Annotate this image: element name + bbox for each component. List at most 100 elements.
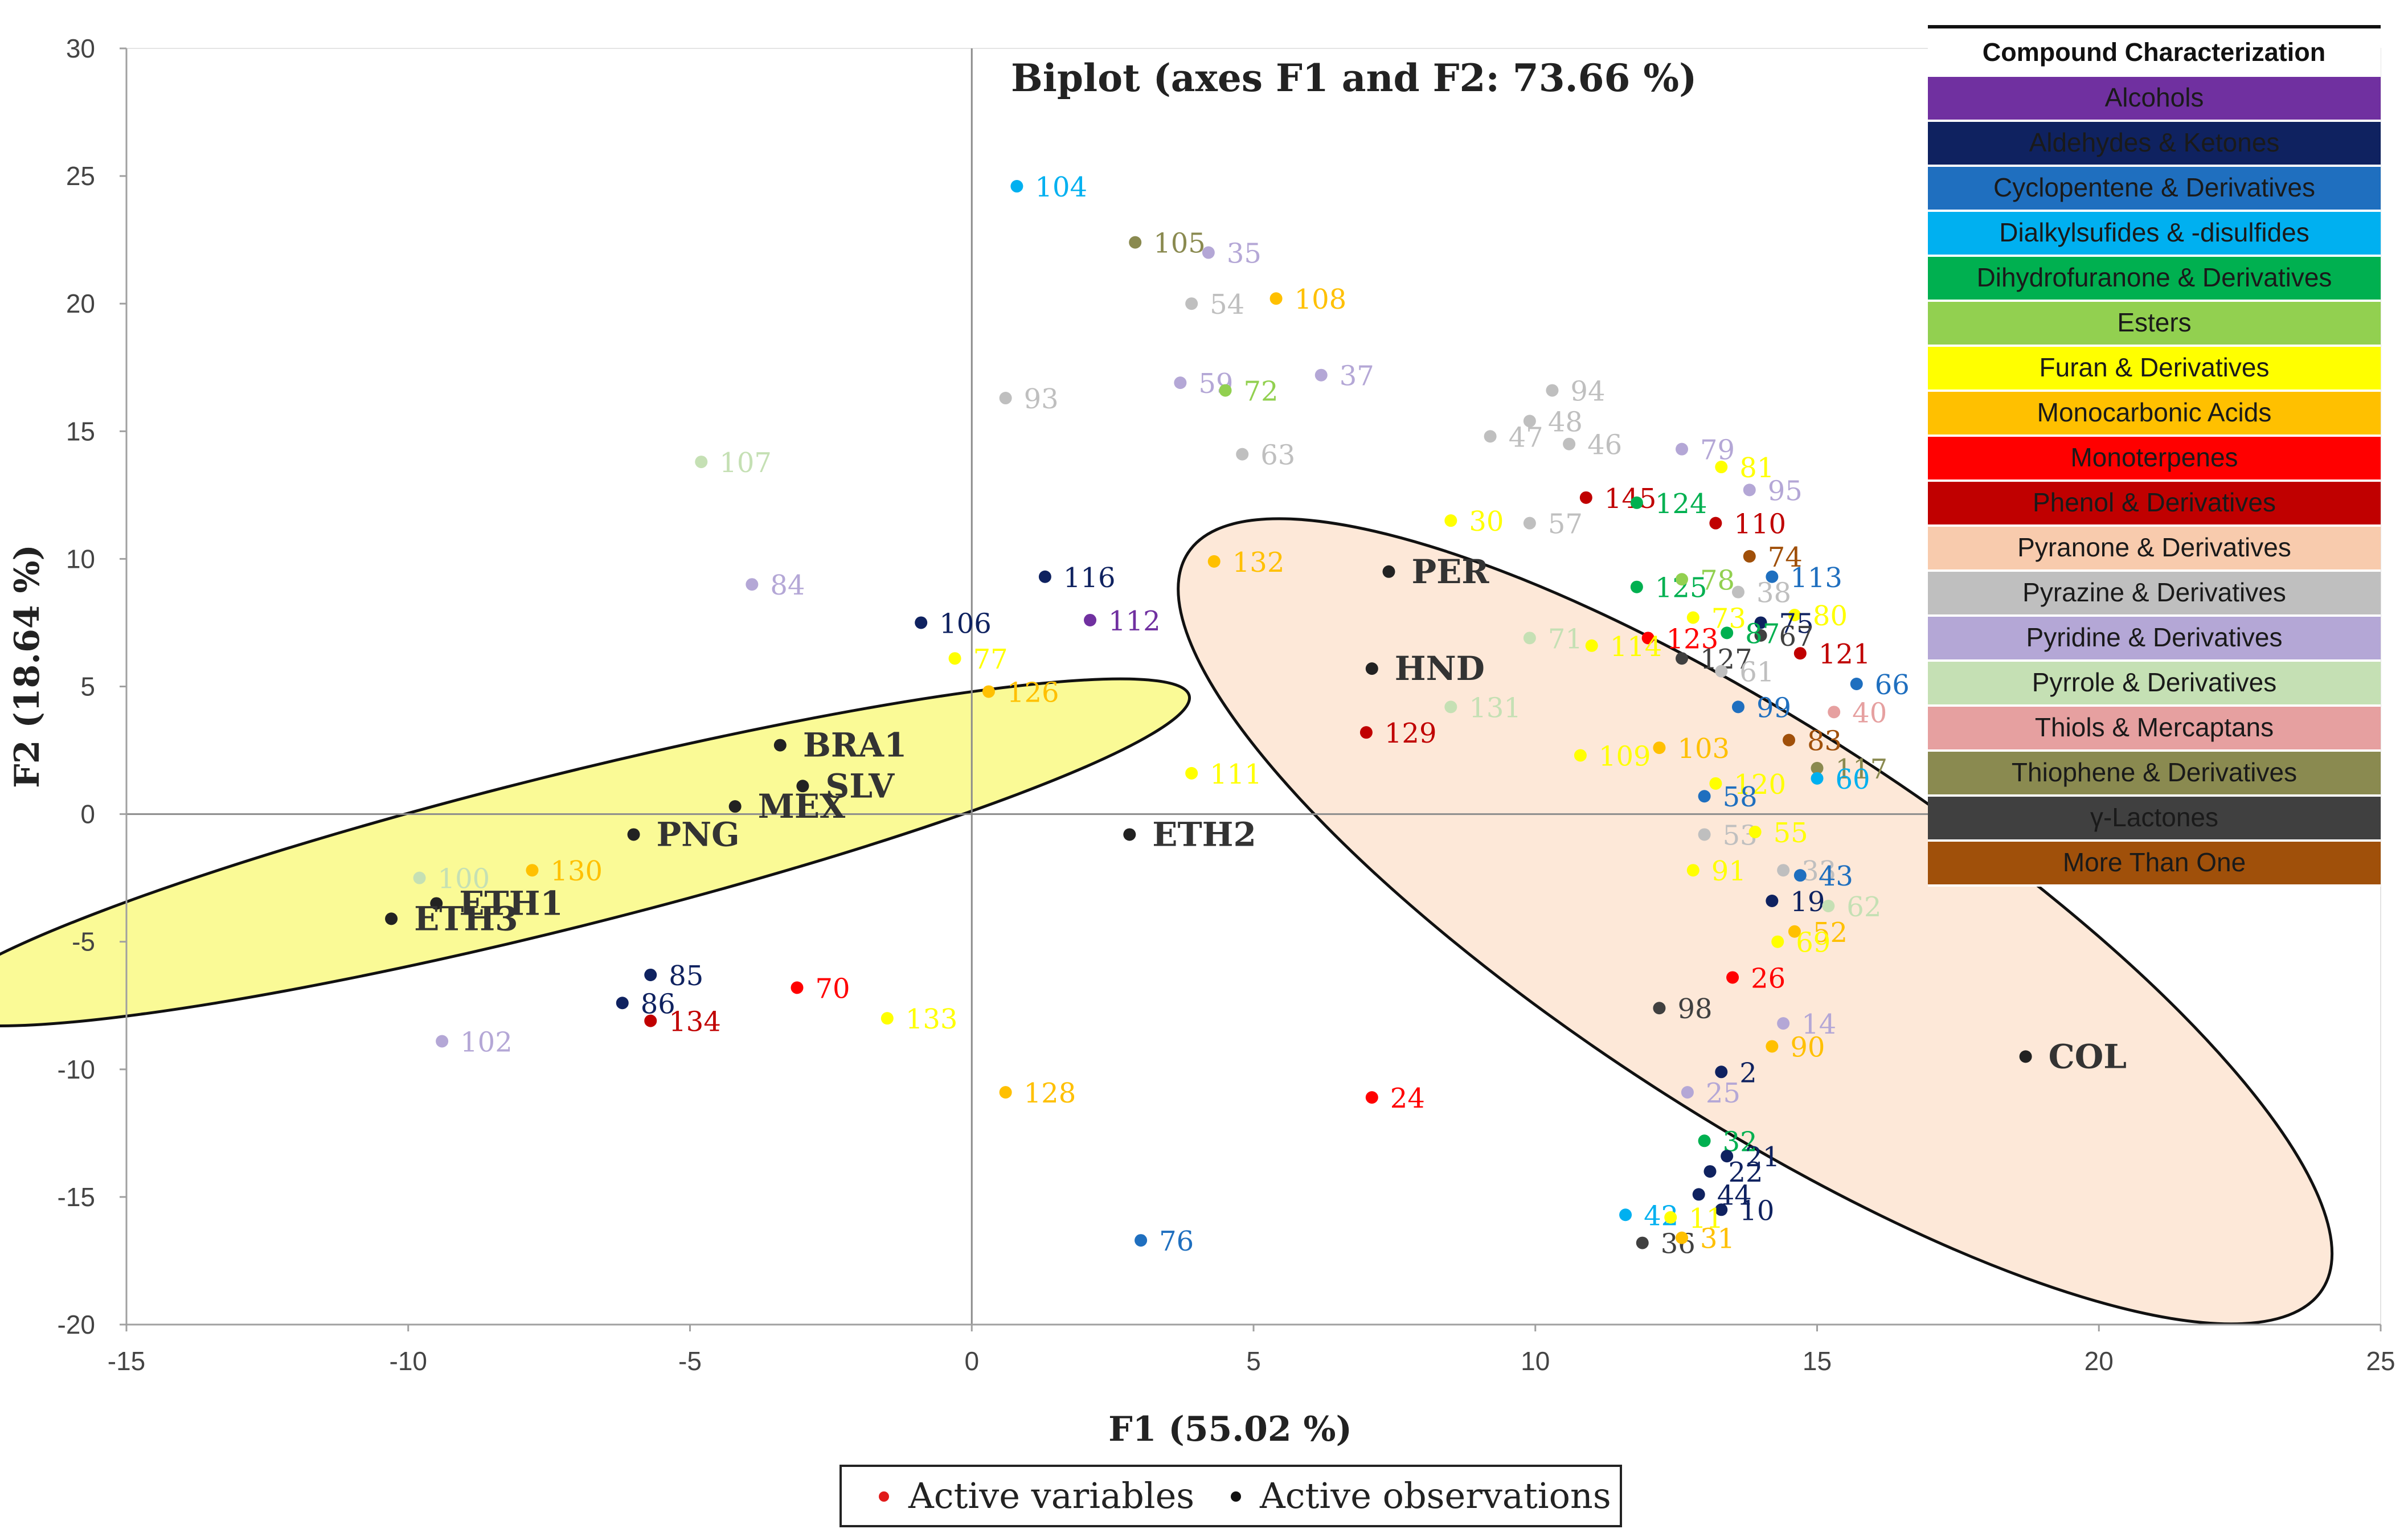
category-label: Monocarbonic Acids (2037, 397, 2272, 427)
variable-point (1754, 629, 1767, 642)
variable-point (1698, 828, 1711, 841)
variable-point (1185, 297, 1198, 310)
variable-point (1314, 368, 1328, 382)
variable-label: 116 (1063, 562, 1116, 594)
observation-point (385, 912, 398, 925)
variable-point (1715, 665, 1728, 678)
variable-label: 80 (1813, 600, 1848, 632)
legend-label-active-variables: Active variables (908, 1475, 1194, 1516)
observation-point (773, 739, 787, 752)
category-label: Thiols & Mercaptans (2035, 712, 2274, 742)
variable-point (1698, 790, 1711, 803)
category-swatch (1928, 257, 2381, 300)
category-swatch (1928, 167, 2381, 210)
variable-point (1010, 180, 1023, 193)
series-legend: Active variables Active observations (839, 1465, 1622, 1527)
variable-point (1129, 236, 1142, 249)
legend-label-active-observations: Active observations (1259, 1475, 1611, 1516)
variable-point (1630, 496, 1643, 509)
category-label: Thiophene & Derivatives (2012, 757, 2297, 787)
variable-point (1766, 570, 1779, 583)
x-tick-label: -5 (678, 1346, 702, 1376)
category-swatch (1928, 437, 2381, 479)
category-legend-title: Compound Characterization (1983, 38, 2326, 67)
category-label: Pyranone & Derivatives (2017, 532, 2291, 562)
observation-label: SLV (825, 766, 895, 805)
category-swatch (1928, 617, 2381, 659)
category-swatch (1928, 662, 2381, 704)
observation-label: ETH2 (1152, 815, 1256, 854)
category-swatch (1928, 842, 2381, 884)
variable-point (1641, 632, 1655, 645)
variable-label: 67 (1779, 621, 1814, 653)
variable-label: 103 (1677, 733, 1730, 765)
category-label: Aldehydes & Ketones (2029, 128, 2280, 157)
variable-label: 74 (1768, 542, 1803, 573)
variable-point (1636, 1236, 1649, 1249)
category-swatch (1928, 122, 2381, 165)
variable-label: 105 (1153, 228, 1206, 260)
variable-point (1236, 448, 1249, 461)
variable-label: 133 (906, 1003, 958, 1035)
variable-point (1771, 935, 1784, 948)
variable-label: 124 (1655, 488, 1707, 520)
variable-label: 48 (1548, 406, 1583, 438)
variable-point (999, 392, 1012, 405)
variable-label: 14 (1801, 1009, 1836, 1040)
variable-label: 130 (550, 855, 603, 887)
observation-label: BRA1 (803, 726, 907, 765)
variable-label: 99 (1756, 692, 1791, 724)
y-tick-label: 20 (66, 289, 95, 318)
category-swatch (1928, 347, 2381, 390)
variable-label: 126 (1007, 677, 1059, 708)
variable-label: 35 (1227, 238, 1262, 270)
variable-point (1822, 899, 1835, 912)
variable-label: 63 (1260, 440, 1295, 472)
variable-point (1754, 616, 1767, 629)
variable-point (526, 864, 539, 877)
category-swatch (1928, 77, 2381, 120)
variable-point (1766, 894, 1779, 907)
observation-label: HND (1395, 649, 1485, 688)
y-tick-label: 5 (80, 672, 95, 702)
observation-point (796, 780, 809, 793)
series-legend-frame (839, 1465, 1622, 1527)
y-tick-label: -10 (58, 1055, 95, 1084)
variable-label: 71 (1548, 623, 1583, 655)
variable-point (1664, 1211, 1677, 1224)
variable-label: 90 (1790, 1031, 1825, 1063)
variable-label: 31 (1700, 1223, 1735, 1255)
variable-label: 11 (1689, 1203, 1723, 1235)
category-label: Pyrazine & Derivatives (2022, 577, 2286, 607)
variable-point (1811, 772, 1824, 785)
observation-point (430, 897, 443, 910)
variable-label: 86 (641, 988, 675, 1020)
category-label: Pyrrole & Derivatives (2032, 667, 2276, 697)
x-tick-label: 25 (2366, 1346, 2395, 1376)
variable-label: 102 (460, 1026, 513, 1058)
variable-point (1709, 517, 1722, 530)
variable-label: 26 (1751, 962, 1785, 994)
variable-point (1359, 726, 1373, 739)
variable-point (1748, 825, 1762, 838)
y-tick-label: -15 (58, 1182, 95, 1212)
variable-point (413, 871, 426, 884)
category-label: Pyridine & Derivatives (2026, 622, 2283, 652)
variable-label: 57 (1548, 509, 1583, 540)
x-tick-label: -10 (390, 1346, 427, 1376)
observation-label: PER (1411, 552, 1489, 591)
variable-point (1811, 761, 1824, 774)
variable-point (1084, 613, 1097, 626)
variable-point (1484, 430, 1497, 443)
variable-label: 109 (1599, 741, 1651, 773)
variable-label: 30 (1469, 506, 1504, 538)
ellipse-group-right (1177, 517, 2334, 1326)
x-tick-label: 10 (1521, 1346, 1550, 1376)
variable-label: 94 (1570, 376, 1605, 408)
variable-point (791, 981, 804, 994)
category-label: Phenol & Derivatives (2033, 487, 2276, 517)
variable-label: 76 (1159, 1225, 1194, 1257)
observation-point (2019, 1050, 2032, 1063)
category-swatch (1928, 527, 2381, 569)
